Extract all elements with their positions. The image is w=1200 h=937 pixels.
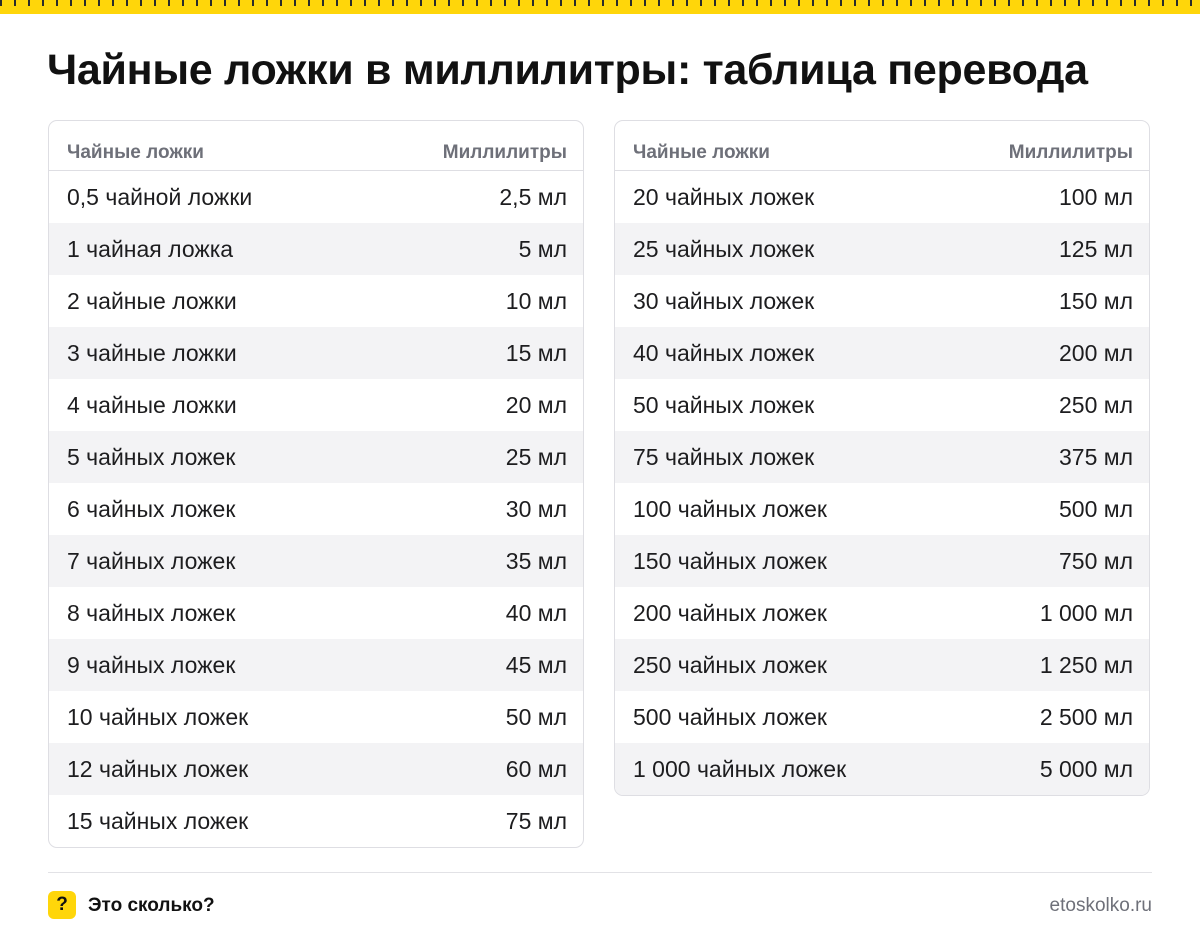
- table-row: 50 чайных ложек 250 мл: [615, 379, 1149, 431]
- milliliters-cell: 150 мл: [1059, 287, 1133, 314]
- milliliters-cell: 125 мл: [1059, 235, 1133, 262]
- page-title: Чайные ложки в миллилитры: таблица перев…: [47, 46, 1088, 94]
- teaspoons-cell: 6 чайных ложек: [67, 495, 236, 522]
- brand-logo-icon: ?: [48, 891, 76, 919]
- site-url: etoskolko.ru: [1049, 895, 1152, 916]
- table-header: Чайные ложки Миллилитры: [49, 121, 583, 171]
- column-header-milliliters: Миллилитры: [442, 142, 567, 163]
- teaspoons-cell: 1 чайная ложка: [67, 235, 234, 262]
- milliliters-cell: 20 мл: [505, 391, 567, 418]
- teaspoons-cell: 25 чайных ложек: [633, 235, 815, 262]
- table-row: 3 чайные ложки 15 мл: [49, 327, 583, 379]
- column-header-milliliters: Миллилитры: [1008, 142, 1133, 163]
- teaspoons-cell: 150 чайных ложек: [633, 547, 827, 574]
- table-row: 20 чайных ложек 100 мл: [615, 171, 1149, 223]
- table-header: Чайные ложки Миллилитры: [615, 121, 1149, 171]
- table-row: 0,5 чайной ложки 2,5 мл: [49, 171, 583, 223]
- milliliters-cell: 375 мл: [1059, 443, 1133, 470]
- milliliters-cell: 35 мл: [505, 547, 567, 574]
- teaspoons-cell: 30 чайных ложек: [633, 287, 815, 314]
- teaspoons-cell: 15 чайных ложек: [67, 807, 249, 834]
- teaspoons-cell: 0,5 чайной ложки: [67, 183, 253, 210]
- table-row: 25 чайных ложек 125 мл: [615, 223, 1149, 275]
- teaspoons-cell: 7 чайных ложек: [67, 547, 236, 574]
- milliliters-cell: 500 мл: [1059, 495, 1133, 522]
- milliliters-cell: 15 мл: [505, 339, 567, 366]
- milliliters-cell: 1 250 мл: [1039, 651, 1133, 678]
- milliliters-cell: 10 мл: [505, 287, 567, 314]
- milliliters-cell: 50 мл: [505, 703, 567, 730]
- milliliters-cell: 750 мл: [1059, 547, 1133, 574]
- table-row: 8 чайных ложек 40 мл: [49, 587, 583, 639]
- table-row: 30 чайных ложек 150 мл: [615, 275, 1149, 327]
- table-row: 7 чайных ложек 35 мл: [49, 535, 583, 587]
- table-body: 0,5 чайной ложки 2,5 мл 1 чайная ложка 5 мл…: [49, 171, 583, 847]
- table-row: 40 чайных ложек 200 мл: [615, 327, 1149, 379]
- teaspoons-cell: 500 чайных ложек: [633, 703, 827, 730]
- milliliters-cell: 40 мл: [505, 599, 567, 626]
- milliliters-cell: 200 мл: [1059, 339, 1133, 366]
- table-row: 500 чайных ложек 2 500 мл: [615, 691, 1149, 743]
- teaspoons-cell: 1 000 чайных ложек: [633, 755, 847, 782]
- table-row: 250 чайных ложек 1 250 мл: [615, 639, 1149, 691]
- milliliters-cell: 250 мл: [1059, 391, 1133, 418]
- table-row: 10 чайных ложек 50 мл: [49, 691, 583, 743]
- milliliters-cell: 75 мл: [505, 807, 567, 834]
- table-row: 12 чайных ложек 60 мл: [49, 743, 583, 795]
- milliliters-cell: 5 000 мл: [1039, 755, 1133, 782]
- table-row: 75 чайных ложек 375 мл: [615, 431, 1149, 483]
- teaspoons-cell: 4 чайные ложки: [67, 391, 237, 418]
- table-body: 20 чайных ложек 100 мл 25 чайных ложек 125 …: [615, 171, 1149, 795]
- teaspoons-cell: 50 чайных ложек: [633, 391, 815, 418]
- table-row: 15 чайных ложек 75 мл: [49, 795, 583, 847]
- teaspoons-cell: 20 чайных ложек: [633, 183, 815, 210]
- milliliters-cell: 60 мл: [505, 755, 567, 782]
- brand-name: Это сколько?: [88, 895, 215, 916]
- teaspoons-cell: 200 чайных ложек: [633, 599, 827, 626]
- milliliters-cell: 30 мл: [505, 495, 567, 522]
- footer-divider: [48, 872, 1152, 873]
- table-row: 200 чайных ложек 1 000 мл: [615, 587, 1149, 639]
- milliliters-cell: 100 мл: [1059, 183, 1133, 210]
- table-row: 6 чайных ложек 30 мл: [49, 483, 583, 535]
- table-row: 150 чайных ложек 750 мл: [615, 535, 1149, 587]
- teaspoons-cell: 75 чайных ложек: [633, 443, 815, 470]
- teaspoons-cell: 10 чайных ложек: [67, 703, 249, 730]
- teaspoons-cell: 5 чайных ложек: [67, 443, 236, 470]
- table-row: 9 чайных ложек 45 мл: [49, 639, 583, 691]
- teaspoons-cell: 12 чайных ложек: [67, 755, 249, 782]
- teaspoons-cell: 9 чайных ложек: [67, 651, 236, 678]
- ruler-decoration: [0, 0, 1200, 14]
- table-row: 2 чайные ложки 10 мл: [49, 275, 583, 327]
- milliliters-cell: 2 500 мл: [1039, 703, 1133, 730]
- column-header-teaspoons: Чайные ложки: [67, 142, 204, 163]
- milliliters-cell: 45 мл: [505, 651, 567, 678]
- milliliters-cell: 25 мл: [505, 443, 567, 470]
- teaspoons-cell: 8 чайных ложек: [67, 599, 236, 626]
- teaspoons-cell: 40 чайных ложек: [633, 339, 815, 366]
- table-row: 4 чайные ложки 20 мл: [49, 379, 583, 431]
- teaspoons-cell: 250 чайных ложек: [633, 651, 827, 678]
- milliliters-cell: 2,5 мл: [499, 183, 567, 210]
- table-row: 1 000 чайных ложек 5 000 мл: [615, 743, 1149, 795]
- table-row: 100 чайных ложек 500 мл: [615, 483, 1149, 535]
- teaspoons-cell: 3 чайные ложки: [67, 339, 237, 366]
- teaspoons-cell: 2 чайные ложки: [67, 287, 237, 314]
- conversion-table-left: Чайные ложки Миллилитры 0,5 чайной ложки…: [48, 120, 584, 848]
- table-row: 1 чайная ложка 5 мл: [49, 223, 583, 275]
- teaspoons-cell: 100 чайных ложек: [633, 495, 827, 522]
- milliliters-cell: 5 мл: [518, 235, 567, 262]
- milliliters-cell: 1 000 мл: [1039, 599, 1133, 626]
- table-row: 5 чайных ложек 25 мл: [49, 431, 583, 483]
- conversion-table-right: Чайные ложки Миллилитры 20 чайных ложек 1…: [614, 120, 1150, 796]
- column-header-teaspoons: Чайные ложки: [633, 142, 770, 163]
